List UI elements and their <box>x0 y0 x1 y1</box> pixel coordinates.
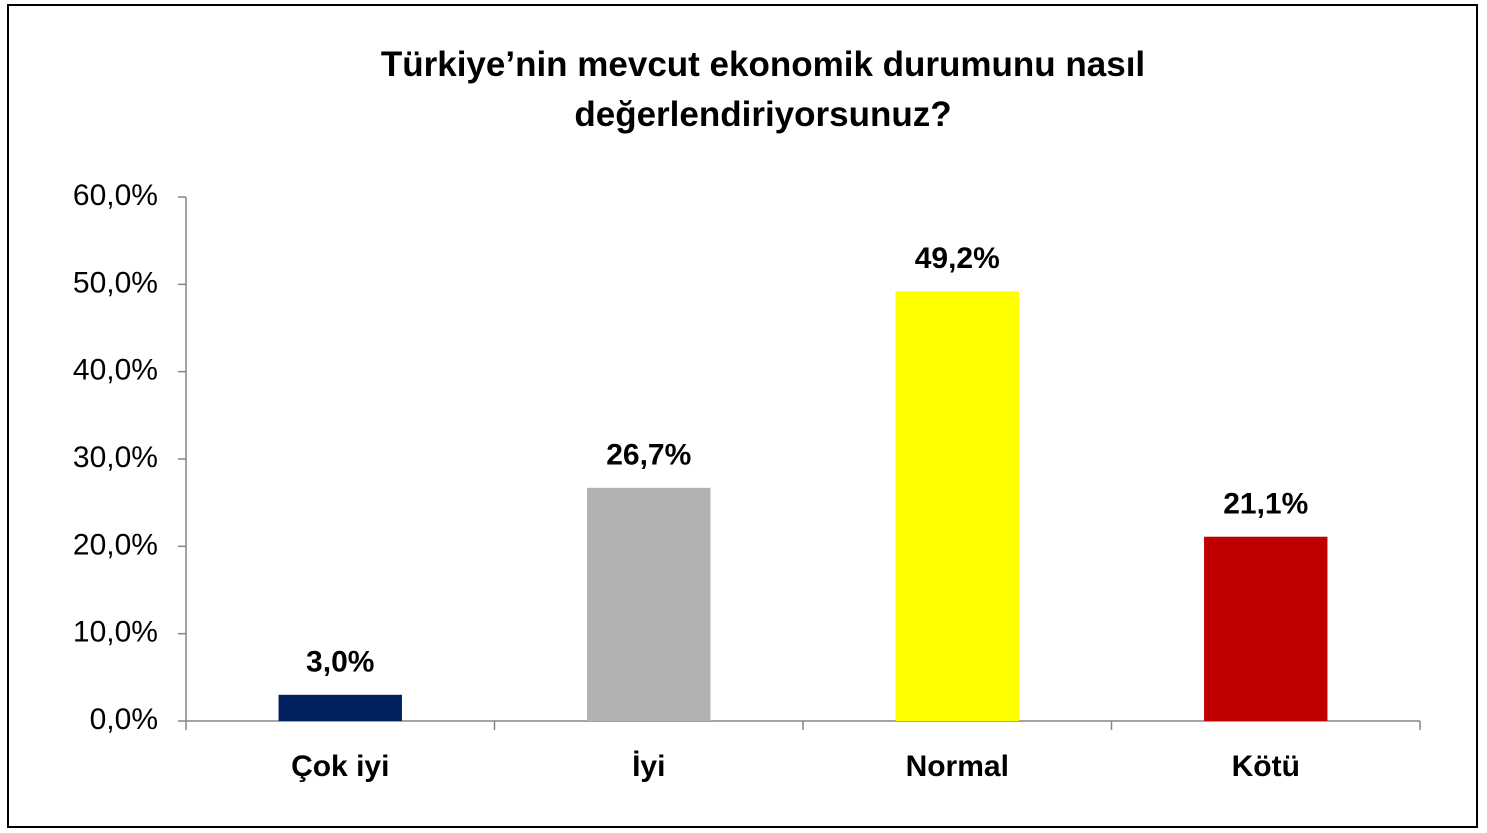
bar <box>895 291 1019 721</box>
y-tick-label: 20,0% <box>73 528 158 561</box>
chart-title: Türkiye’nin mevcut ekonomik durumunu nas… <box>380 45 1146 134</box>
bar <box>278 694 402 721</box>
x-tick-label: İyi <box>632 750 665 783</box>
bar <box>587 487 711 721</box>
y-tick-label: 10,0% <box>73 616 158 649</box>
value-label: 3,0% <box>306 646 374 679</box>
value-label: 21,1% <box>1223 488 1308 521</box>
y-tick-label: 30,0% <box>73 441 158 474</box>
bar <box>1204 536 1328 721</box>
value-label: 26,7% <box>606 439 691 472</box>
y-tick-label: 40,0% <box>73 354 158 387</box>
chart-border <box>7 4 1478 828</box>
y-tick-label: 50,0% <box>73 266 158 299</box>
x-tick-label: Kötü <box>1232 750 1300 783</box>
y-tick-label: 60,0% <box>73 179 158 212</box>
value-label: 49,2% <box>915 242 1000 275</box>
x-tick-label: Normal <box>906 750 1009 783</box>
x-tick-label: Çok iyi <box>291 750 389 783</box>
y-tick-label: 0,0% <box>90 703 158 736</box>
